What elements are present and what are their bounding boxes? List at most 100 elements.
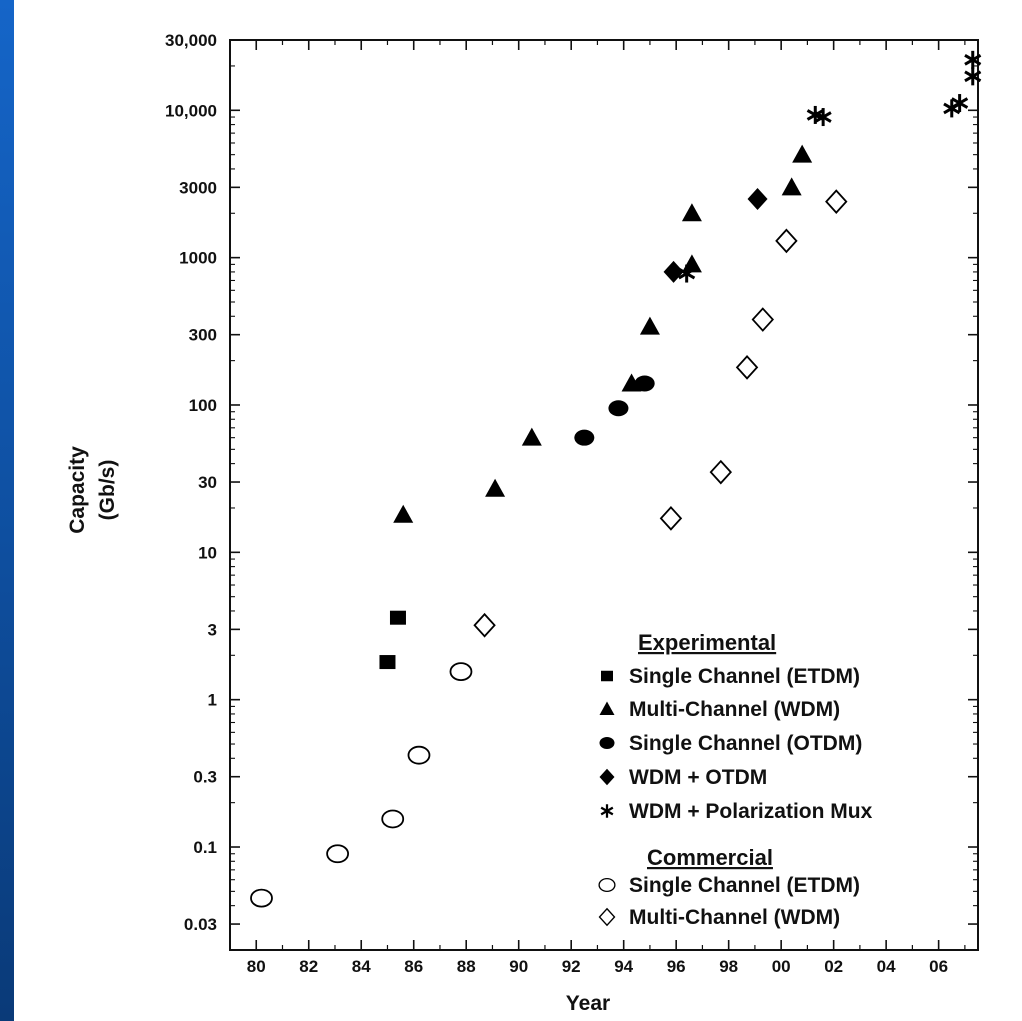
square-marker bbox=[601, 670, 613, 682]
capacity-chart: Year Capacity (Gb/s) 80 82 84 86 88 90 92 94 96 98 0… bbox=[66, 31, 982, 1015]
axes: Year Capacity (Gb/s) bbox=[66, 39, 979, 1015]
open-diamond-marker bbox=[825, 189, 848, 214]
legend-entry-label: Multi-Channel (WDM) bbox=[629, 906, 840, 929]
y-tick-label: 10,000 bbox=[165, 101, 217, 120]
circle-marker bbox=[608, 400, 629, 417]
triangle-marker bbox=[781, 177, 802, 196]
star-stroke bbox=[814, 111, 832, 123]
star-stroke bbox=[964, 54, 982, 66]
open-circle-marker bbox=[407, 745, 431, 765]
x-tick-label: 98 bbox=[719, 957, 738, 976]
diamond-marker bbox=[599, 768, 615, 786]
x-tick-label: 92 bbox=[562, 957, 581, 976]
x-tick-label: 90 bbox=[509, 957, 528, 976]
legend-entry: Multi-Channel (WDM) bbox=[598, 906, 840, 929]
legend-entry: Single Channel (OTDM) bbox=[599, 732, 862, 755]
x-tick-label: 02 bbox=[824, 957, 843, 976]
star-marker bbox=[964, 50, 982, 69]
open-circle-marker bbox=[250, 888, 273, 908]
legend-entry-label: Single Channel (ETDM) bbox=[629, 665, 860, 688]
legend-entry-label: Single Channel (ETDM) bbox=[629, 874, 860, 897]
x-tick-label: 00 bbox=[772, 957, 791, 976]
star-marker bbox=[951, 94, 969, 113]
star-stroke bbox=[964, 70, 982, 83]
x-tick-label: 94 bbox=[614, 957, 633, 976]
open-circle-marker bbox=[598, 877, 616, 893]
x-tick-label: 82 bbox=[299, 957, 318, 976]
legend-entry-label: Multi-Channel (WDM) bbox=[629, 698, 840, 721]
legend-entry-label: WDM + OTDM bbox=[629, 766, 767, 789]
legend-experimental-title: Experimental bbox=[638, 630, 776, 655]
data-points bbox=[250, 50, 982, 908]
series-square bbox=[379, 610, 406, 670]
series-open-circle bbox=[250, 662, 473, 908]
open-circle-marker bbox=[449, 662, 473, 682]
y-tick-label: 100 bbox=[189, 396, 217, 415]
open-diamond-marker bbox=[751, 307, 775, 332]
diamond-marker bbox=[747, 188, 768, 211]
y-tick-label: 300 bbox=[189, 326, 217, 345]
y-axis-title: Capacity (Gb/s) bbox=[66, 446, 119, 534]
open-diamond-marker bbox=[709, 459, 733, 485]
open-diamond-marker bbox=[735, 355, 759, 380]
y-tick-label: 1000 bbox=[179, 249, 217, 268]
open-circle-marker bbox=[381, 809, 405, 829]
open-diamond-marker bbox=[775, 228, 798, 254]
legend-entry: Single Channel (ETDM) bbox=[598, 874, 860, 897]
triangle-marker bbox=[681, 203, 702, 222]
star-marker bbox=[600, 804, 614, 818]
legend-entry: Multi-Channel (WDM) bbox=[599, 698, 840, 721]
open-diamond-marker bbox=[659, 506, 683, 531]
triangle-marker bbox=[393, 504, 414, 523]
triangle-marker bbox=[792, 144, 813, 163]
triangle-marker bbox=[485, 478, 506, 497]
y-tick-label: 3000 bbox=[179, 178, 217, 197]
x-tick-label: 84 bbox=[352, 957, 371, 976]
series-circle bbox=[574, 375, 655, 446]
series-open-diamond bbox=[473, 189, 848, 638]
y-tick-label: 30 bbox=[198, 473, 217, 492]
x-tick-label: 86 bbox=[404, 957, 423, 976]
chart-panel: Year Capacity (Gb/s) 80 82 84 86 88 90 92 94 96 98 0… bbox=[14, 0, 1022, 1021]
square-marker bbox=[379, 655, 396, 670]
x-tick-label: 04 bbox=[877, 957, 896, 976]
y-tick-label: 0.3 bbox=[193, 768, 217, 787]
y-tick-label: 10 bbox=[198, 543, 217, 562]
star-stroke bbox=[943, 102, 961, 115]
y-axis-title-line: (Gb/s) bbox=[96, 460, 119, 521]
circle-marker bbox=[634, 375, 655, 392]
x-tick-label: 06 bbox=[929, 957, 948, 976]
ticks: 80 82 84 86 88 90 92 94 96 98 00 02 04 06 0.03 0.1 0.3 1 3… bbox=[165, 31, 978, 976]
legend: Experimental Single Channel (ETDM) Multi-C… bbox=[598, 630, 873, 929]
series-triangle bbox=[393, 144, 813, 523]
y-tick-label: 0.03 bbox=[184, 915, 217, 934]
diamond-marker bbox=[663, 260, 684, 283]
triangle-marker bbox=[521, 427, 542, 446]
plot-frame bbox=[229, 39, 979, 951]
x-tick-label: 88 bbox=[457, 957, 476, 976]
y-tick-label: 3 bbox=[208, 620, 217, 639]
open-diamond-marker bbox=[473, 612, 496, 638]
open-diamond-marker bbox=[598, 907, 616, 927]
star-marker bbox=[814, 108, 832, 127]
y-tick-label: 1 bbox=[208, 691, 217, 710]
star-stroke bbox=[678, 267, 696, 280]
circle-marker bbox=[574, 429, 595, 446]
y-axis-title-line: Capacity bbox=[66, 446, 89, 534]
x-tick-label: 80 bbox=[247, 957, 266, 976]
star-stroke bbox=[951, 97, 969, 109]
star-marker bbox=[678, 264, 696, 283]
star-stroke bbox=[600, 806, 614, 816]
star-marker bbox=[964, 67, 982, 86]
square-marker bbox=[389, 610, 406, 625]
x-axis-title: Year bbox=[566, 992, 610, 1015]
legend-entry: Single Channel (ETDM) bbox=[601, 665, 860, 688]
triangle-marker bbox=[599, 701, 615, 715]
y-tick-label: 0.1 bbox=[193, 838, 217, 857]
circle-marker bbox=[599, 737, 615, 749]
legend-entry-label: Single Channel (OTDM) bbox=[629, 732, 862, 755]
legend-commercial-title: Commercial bbox=[647, 845, 773, 870]
x-tick-label: 96 bbox=[667, 957, 686, 976]
legend-entry: WDM + Polarization Mux bbox=[600, 800, 873, 823]
series-star bbox=[678, 50, 982, 283]
